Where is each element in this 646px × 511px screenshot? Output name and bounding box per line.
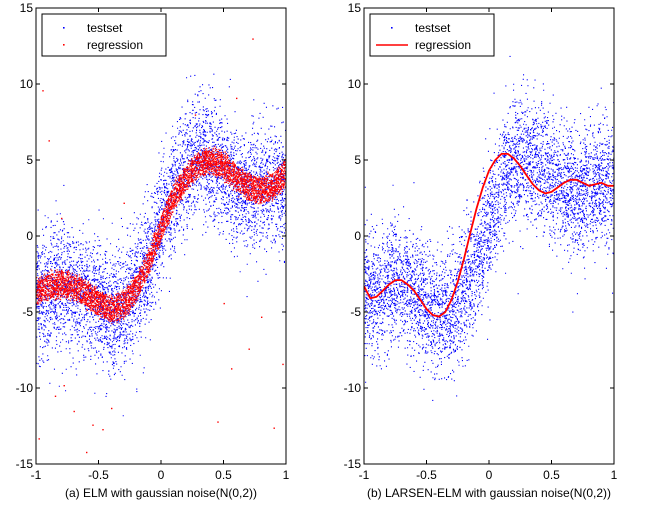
outlier-point <box>92 424 94 426</box>
panel-caption: (b) LARSEN-ELM with gaussian noise(N(0,2… <box>367 486 611 500</box>
legend: testset regression <box>41 13 167 57</box>
legend-marker-regression <box>63 44 65 46</box>
x-tick-label: 0.5 <box>543 468 560 482</box>
outlier-point <box>231 368 233 370</box>
y-tick-label: -10 <box>344 381 362 395</box>
outlier-point <box>194 114 197 116</box>
outlier-point <box>73 410 75 413</box>
outlier-point <box>236 97 238 100</box>
series-regression-line <box>364 153 614 318</box>
outlier-point <box>48 140 50 142</box>
outlier-point <box>252 38 254 40</box>
y-tick-label: 10 <box>20 77 34 91</box>
y-tick-label: 15 <box>20 1 34 15</box>
legend-label-testset: testset <box>415 21 451 35</box>
outlier-point <box>102 429 104 431</box>
x-tick-label: 0 <box>486 468 493 482</box>
y-tick-label: 10 <box>348 77 362 91</box>
data-layer <box>36 38 286 454</box>
y-tick-label: -5 <box>22 305 33 319</box>
x-tick-label: -0.5 <box>416 468 437 482</box>
outlier-point <box>248 348 250 350</box>
series-regression <box>36 38 286 454</box>
legend: testset regression <box>369 13 495 57</box>
series-regression-points <box>36 146 286 325</box>
y-tick-label: -15 <box>16 457 34 471</box>
outlier-point <box>38 438 40 440</box>
x-tick-label: -0.5 <box>88 468 109 482</box>
panel-caption: (a) ELM with gaussian noise(N(0,2)) <box>65 486 257 500</box>
y-tick-label: 5 <box>26 153 33 167</box>
legend-box <box>369 13 495 57</box>
x-tick-label: 0.5 <box>215 468 232 482</box>
legend-marker-testset <box>63 27 65 29</box>
outlier-point <box>54 395 57 397</box>
legend-marker-testset <box>391 27 393 29</box>
y-tick-label: -10 <box>16 381 34 395</box>
outlier-point <box>42 90 44 92</box>
y-tick-label: 0 <box>26 229 33 243</box>
outlier-point <box>61 217 63 220</box>
x-tick-label: 0 <box>158 468 165 482</box>
y-tick-label: -5 <box>350 305 361 319</box>
plot-area <box>364 8 614 464</box>
y-tick-label: 0 <box>354 229 361 243</box>
x-tick-label: -1 <box>359 468 370 482</box>
legend-box <box>41 13 167 57</box>
outlier-point <box>111 407 113 410</box>
legend-label-testset: testset <box>87 21 123 35</box>
outlier-point <box>223 302 225 305</box>
y-tick-label: 15 <box>348 1 362 15</box>
outlier-point <box>282 363 284 366</box>
outlier-point <box>273 427 275 429</box>
legend-label-regression: regression <box>415 38 471 52</box>
chart-panel-1: -1 -0.5 0 0.5 1 -15 -10 -5 0 5 10 15 (a) ELM with ga… <box>16 1 290 500</box>
outlier-point <box>217 421 219 423</box>
x-tick-label: -1 <box>31 468 42 482</box>
data-layer <box>364 55 614 401</box>
outlier-point <box>123 202 125 204</box>
outlier-point <box>63 385 65 387</box>
y-tick-label: -15 <box>344 457 362 471</box>
y-tick-label: 5 <box>354 153 361 167</box>
outlier-point <box>86 451 88 454</box>
outlier-point <box>261 316 263 318</box>
x-tick-label: 1 <box>611 468 618 482</box>
chart-panel-2: -1 -0.5 0 0.5 1 -15 -10 -5 0 5 10 15 (b) LARSEN-ELM … <box>344 1 618 500</box>
legend-label-regression: regression <box>87 38 143 52</box>
x-tick-label: 1 <box>283 468 290 482</box>
series-regression <box>364 153 614 318</box>
